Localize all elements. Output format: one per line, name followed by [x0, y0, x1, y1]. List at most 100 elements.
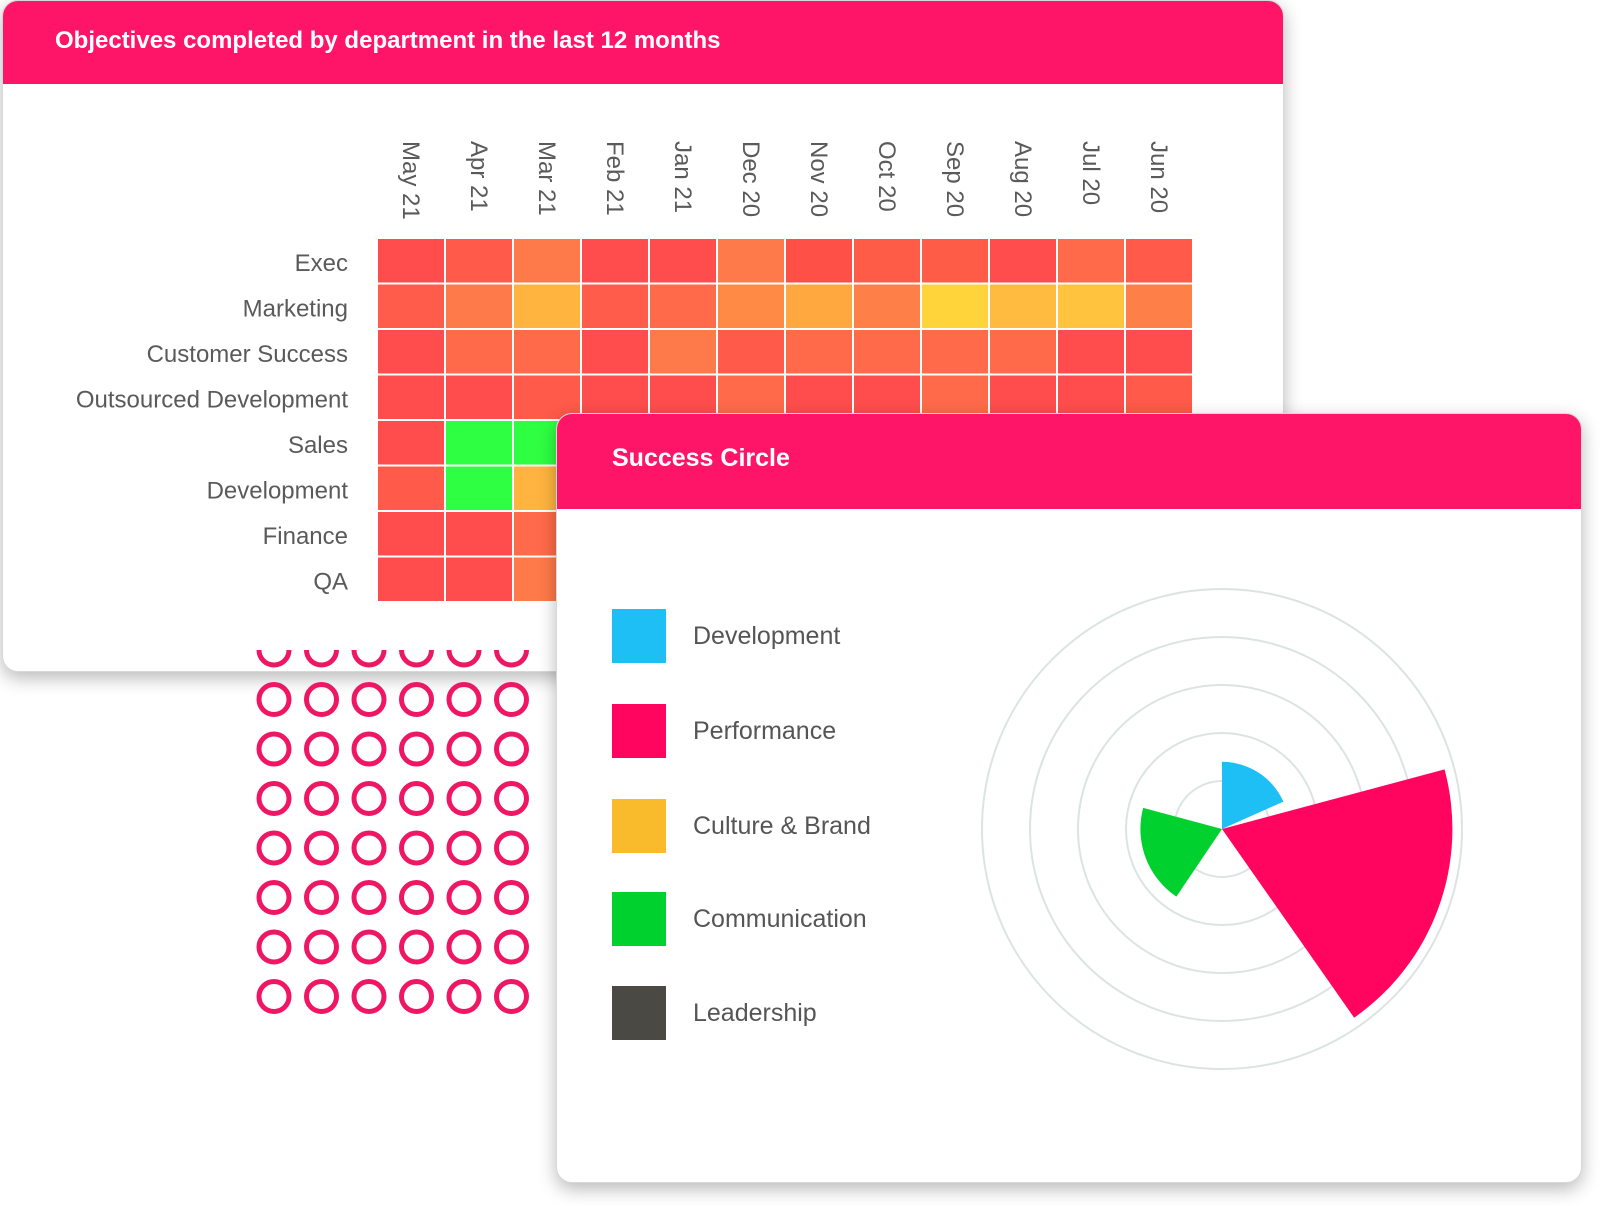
heatmap-cell — [378, 239, 444, 283]
decorative-ring — [494, 781, 529, 816]
decorative-ring — [351, 781, 387, 816]
heatmap-cell — [446, 330, 512, 374]
column-label: Feb 21 — [601, 141, 628, 216]
heatmap-cell — [1058, 284, 1124, 328]
decorative-ring — [399, 682, 434, 717]
decorative-ring — [446, 650, 482, 668]
heatmap-cell — [514, 330, 580, 374]
decorative-ring — [494, 880, 529, 915]
decorative-ring — [256, 781, 292, 816]
decorative-ring — [351, 682, 387, 717]
legend-swatch — [612, 704, 666, 758]
decorative-ring — [446, 880, 482, 915]
polar-wedge-communication — [1140, 807, 1222, 897]
success-circle-title: Success Circle — [612, 444, 790, 472]
decorative-ring — [494, 650, 529, 668]
decorative-ring — [351, 830, 387, 866]
heatmap-cell — [1126, 284, 1192, 328]
row-label: Exec — [295, 250, 348, 277]
decorative-ring — [446, 830, 482, 866]
decorative-ring — [399, 830, 434, 866]
heatmap-cell — [1058, 330, 1124, 374]
column-label: Jul 20 — [1077, 141, 1104, 205]
heatmap-cell — [922, 239, 988, 283]
decorative-ring — [399, 880, 434, 915]
legend-swatch — [612, 892, 666, 946]
column-label: Sep 20 — [941, 141, 968, 217]
heatmap-cell — [718, 239, 784, 283]
decorative-ring — [446, 929, 482, 965]
column-label: Jun 20 — [1145, 141, 1172, 213]
row-label: Sales — [288, 432, 348, 459]
decorative-ring — [399, 929, 434, 965]
column-label: Nov 20 — [805, 141, 832, 217]
heatmap-cell — [854, 239, 920, 283]
heatmap-cell — [514, 239, 580, 283]
heatmap-cell — [1126, 330, 1192, 374]
heatmap-cell — [786, 375, 852, 419]
decorative-ring — [446, 781, 482, 816]
row-label: Development — [207, 477, 349, 504]
decorative-ring — [494, 979, 529, 1014]
decorative-ring — [256, 731, 292, 767]
heatmap-cell — [378, 284, 444, 328]
decorative-ring — [494, 830, 529, 866]
heatmap-cell — [854, 330, 920, 374]
heatmap-title: Objectives completed by department in th… — [55, 27, 721, 54]
decorative-ring — [304, 880, 339, 915]
column-label: Jan 21 — [669, 141, 696, 213]
decorative-ring — [399, 781, 434, 816]
decorative-ring — [446, 979, 482, 1014]
heatmap-cell — [990, 284, 1056, 328]
column-label: Mar 21 — [533, 141, 560, 216]
legend-label: Development — [693, 622, 841, 650]
decorative-ring — [256, 682, 292, 717]
decorative-ring — [351, 731, 387, 767]
heatmap-cell — [446, 284, 512, 328]
heatmap-cell — [854, 375, 920, 419]
decorative-ring — [494, 929, 529, 965]
heatmap-cell — [650, 375, 716, 419]
polar-ring — [981, 588, 1463, 1070]
legend-swatch — [612, 799, 666, 853]
heatmap-cell — [446, 466, 512, 510]
decorative-ring — [304, 650, 339, 668]
success-circle-header: Success Circle — [557, 414, 1581, 509]
heatmap-cell — [514, 284, 580, 328]
heatmap-cell — [718, 330, 784, 374]
heatmap-cell — [854, 284, 920, 328]
heatmap-cell — [446, 421, 512, 465]
heatmap-cell — [378, 512, 444, 556]
legend-label: Leadership — [693, 999, 817, 1027]
decorative-ring — [494, 731, 529, 767]
heatmap-cell — [582, 330, 648, 374]
success-circle-card: Success Circle Development Performance C… — [556, 413, 1582, 1183]
decorative-ring — [494, 682, 529, 717]
column-label: Aug 20 — [1009, 141, 1036, 217]
heatmap-header: Objectives completed by department in th… — [3, 1, 1283, 84]
heatmap-cell — [582, 375, 648, 419]
heatmap-cell — [650, 239, 716, 283]
row-label: Outsourced Development — [76, 386, 348, 413]
heatmap-cell — [786, 284, 852, 328]
decorative-ring — [399, 979, 434, 1014]
legend-label: Performance — [693, 717, 837, 745]
decorative-ring — [446, 682, 482, 717]
heatmap-cell — [582, 239, 648, 283]
decorative-ring — [351, 880, 387, 915]
decorative-ring — [399, 650, 434, 668]
heatmap-cell — [990, 330, 1056, 374]
heatmap-cell — [514, 375, 580, 419]
row-label: QA — [313, 568, 348, 595]
polar-wedge-performance — [1222, 769, 1453, 1018]
heatmap-cell — [378, 330, 444, 374]
decorative-ring — [351, 979, 387, 1014]
decorative-ring — [446, 731, 482, 767]
heatmap-cell — [378, 557, 444, 601]
decorative-ring — [304, 979, 339, 1014]
heatmap-cell — [650, 284, 716, 328]
column-label: May 21 — [397, 141, 424, 220]
heatmap-cell — [786, 330, 852, 374]
heatmap-cell — [1126, 375, 1192, 419]
heatmap-cell — [922, 375, 988, 419]
